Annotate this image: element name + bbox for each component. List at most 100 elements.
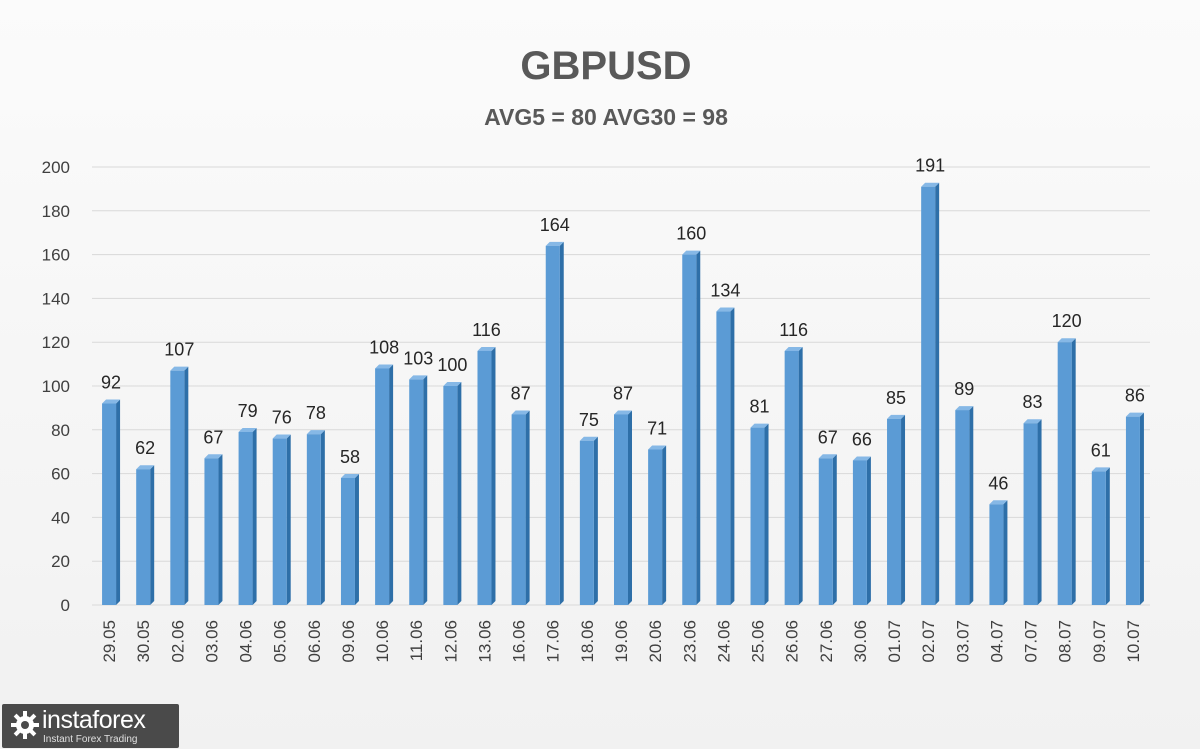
bar bbox=[1125, 412, 1144, 605]
bar bbox=[716, 307, 735, 605]
bar-front bbox=[375, 368, 390, 605]
chart-subtitle: AVG5 = 80 AVG30 = 98 bbox=[484, 104, 728, 130]
x-tick-label: 26.06 bbox=[783, 620, 802, 663]
x-tick-label: 04.07 bbox=[987, 620, 1006, 663]
x-tick-label: 19.06 bbox=[612, 620, 631, 663]
bar-top bbox=[136, 465, 155, 470]
bar-side bbox=[252, 427, 257, 605]
bar-side bbox=[286, 434, 291, 605]
bar-top bbox=[1125, 412, 1144, 417]
x-tick-label: 02.06 bbox=[168, 620, 187, 663]
bar-side bbox=[798, 346, 803, 605]
data-label: 134 bbox=[710, 281, 740, 301]
gear-icon bbox=[11, 711, 39, 739]
bar-side bbox=[866, 456, 871, 605]
bar-top bbox=[511, 410, 530, 415]
x-tick-label: 23.06 bbox=[680, 620, 699, 663]
bar-front bbox=[170, 370, 185, 605]
bar bbox=[306, 430, 325, 605]
instaforex-logo: instaforex Instant Forex Trading bbox=[2, 704, 179, 748]
data-label: 107 bbox=[164, 340, 194, 360]
bar-side bbox=[116, 399, 121, 605]
y-tick-label: 60 bbox=[51, 465, 70, 484]
bar-top bbox=[682, 250, 701, 255]
bar-front bbox=[818, 458, 833, 605]
bar bbox=[102, 399, 121, 605]
bar bbox=[511, 410, 530, 605]
x-tick-label: 30.06 bbox=[851, 620, 870, 663]
bar-side bbox=[320, 430, 325, 605]
bar bbox=[477, 346, 496, 605]
bar-top bbox=[340, 473, 359, 478]
y-axis-ticks: 0 20 40 60 80 100 120 140 160 180 200 bbox=[42, 158, 70, 615]
bar-side bbox=[1071, 338, 1076, 605]
bar bbox=[443, 382, 462, 605]
bar-top bbox=[784, 346, 803, 351]
bar-front bbox=[511, 414, 526, 605]
bar-front bbox=[477, 350, 492, 605]
x-tick-label: 02.07 bbox=[919, 620, 938, 663]
bars bbox=[102, 182, 1144, 605]
x-tick-label: 04.06 bbox=[237, 620, 256, 663]
x-tick-label: 03.07 bbox=[953, 620, 972, 663]
bar bbox=[614, 410, 632, 605]
x-tick-label: 16.06 bbox=[510, 620, 529, 663]
bar-front bbox=[682, 254, 697, 605]
bar-top bbox=[204, 454, 223, 459]
data-label: 46 bbox=[988, 473, 1008, 493]
bar-top bbox=[1091, 467, 1110, 472]
bar bbox=[921, 182, 940, 605]
bar bbox=[887, 414, 906, 605]
bar bbox=[1057, 338, 1076, 605]
bar-top bbox=[409, 375, 428, 380]
bar-top bbox=[477, 346, 496, 351]
bar bbox=[204, 454, 223, 605]
y-tick-label: 200 bbox=[42, 158, 70, 177]
bar-front bbox=[204, 458, 219, 605]
bar-top bbox=[238, 427, 257, 432]
bar bbox=[648, 445, 667, 605]
bar-top bbox=[1023, 419, 1042, 424]
bar-top bbox=[375, 364, 394, 369]
bar-top bbox=[716, 307, 735, 312]
bar-top bbox=[545, 241, 564, 246]
bar bbox=[409, 375, 428, 605]
bar-side bbox=[1139, 412, 1144, 605]
x-tick-label: 09.07 bbox=[1090, 620, 1109, 663]
bar bbox=[682, 250, 701, 605]
bar bbox=[545, 241, 564, 605]
x-tick-label: 03.06 bbox=[202, 620, 221, 663]
data-label: 116 bbox=[779, 320, 808, 340]
bar-front bbox=[1023, 423, 1038, 605]
bar-top bbox=[306, 430, 325, 435]
x-tick-label: 07.07 bbox=[1022, 620, 1041, 663]
bar-front bbox=[136, 469, 151, 605]
bar bbox=[955, 406, 974, 605]
y-tick-label: 20 bbox=[51, 552, 70, 571]
x-tick-label: 29.05 bbox=[100, 620, 119, 663]
bar-side bbox=[1105, 467, 1110, 605]
data-label: 160 bbox=[676, 224, 706, 244]
bar-side bbox=[1037, 419, 1042, 605]
bar-side bbox=[354, 473, 359, 605]
bar bbox=[579, 436, 598, 605]
data-label: 58 bbox=[340, 447, 360, 467]
bar-front bbox=[1125, 416, 1140, 605]
x-tick-label: 10.07 bbox=[1124, 620, 1143, 663]
bar-top bbox=[921, 182, 940, 187]
x-tick-label: 08.07 bbox=[1056, 620, 1075, 663]
bar-top bbox=[102, 399, 121, 404]
bar-side bbox=[628, 410, 632, 605]
data-label: 86 bbox=[1125, 386, 1145, 406]
bar bbox=[340, 473, 359, 605]
bar-front bbox=[614, 414, 628, 605]
bar-front bbox=[238, 431, 253, 605]
data-label: 191 bbox=[915, 156, 945, 176]
y-tick-label: 100 bbox=[42, 377, 70, 396]
bar-side bbox=[832, 454, 837, 605]
data-label: 100 bbox=[437, 355, 467, 375]
bar-top bbox=[955, 406, 974, 411]
bar-front bbox=[409, 379, 424, 605]
bar-side bbox=[423, 375, 428, 605]
